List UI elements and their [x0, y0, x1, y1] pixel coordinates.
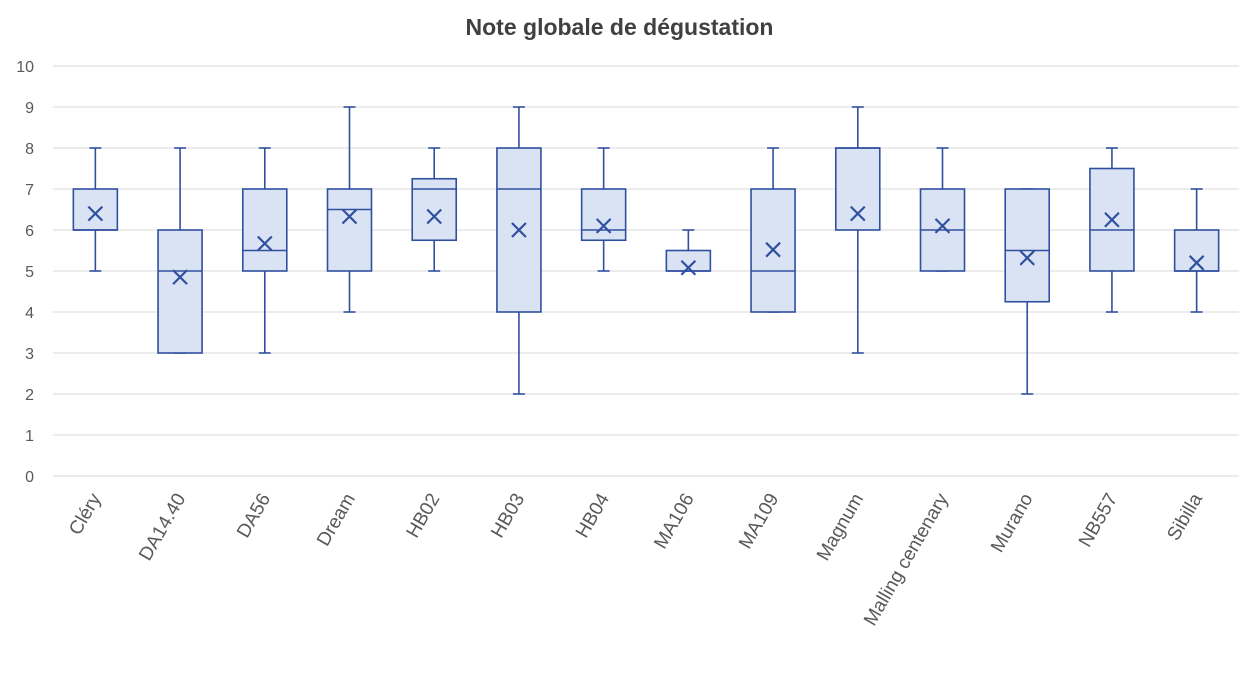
x-tick-label: DA56	[233, 490, 275, 542]
box-ma106	[665, 229, 712, 276]
box-da56	[241, 147, 288, 354]
box-magnum	[834, 106, 881, 354]
y-tick-label: 8	[25, 141, 34, 158]
x-tick-label: HB02	[403, 490, 445, 542]
box-iqr	[241, 188, 288, 272]
x-tick-label: Cléry	[65, 490, 106, 539]
box-iqr	[411, 177, 458, 242]
mean-marker	[341, 208, 358, 225]
box-hb04	[580, 147, 627, 272]
box-murano	[1004, 188, 1051, 395]
box-iqr	[1173, 229, 1220, 272]
box-cl-ry	[72, 147, 119, 272]
mean-marker	[850, 205, 866, 222]
box-iqr	[157, 229, 203, 354]
x-tick-label: HB03	[487, 490, 529, 542]
x-tick-label: HB04	[572, 490, 614, 542]
y-tick-label: 1	[25, 428, 34, 445]
grid-lines	[53, 65, 1239, 477]
boxes	[72, 106, 1220, 395]
box-iqr	[72, 188, 119, 231]
x-tick-label: Dream	[313, 490, 360, 550]
box-ma109	[750, 147, 796, 313]
box-iqr	[1004, 188, 1051, 303]
y-tick-label: 2	[25, 387, 34, 404]
x-tick-label: MA109	[735, 490, 783, 553]
y-tick-label: 4	[25, 305, 34, 322]
x-axis-labels: Cléry DA14.40 DA56 Dream HB02 HB03 HB04 MA106 MA…	[65, 490, 1207, 630]
y-tick-label: 0	[25, 469, 34, 486]
y-tick-label: 9	[25, 100, 34, 117]
box-hb03	[496, 106, 542, 395]
box-dream	[326, 106, 373, 313]
box-malling-centenary	[919, 147, 966, 272]
y-tick-label: 5	[25, 264, 34, 281]
mean-marker	[172, 269, 188, 285]
chart-title: Note globale de dégustation	[465, 14, 774, 40]
y-tick-label: 10	[16, 59, 34, 76]
x-tick-label: Sibilla	[1163, 490, 1207, 545]
mean-marker	[1019, 250, 1035, 266]
box-sibilla	[1173, 188, 1220, 313]
mean-marker	[680, 259, 697, 276]
mean-marker	[511, 222, 527, 238]
y-tick-label: 7	[25, 182, 34, 199]
y-tick-label: 3	[25, 346, 34, 363]
box-da14-40	[157, 147, 203, 354]
box-nb557	[1089, 147, 1135, 313]
x-tick-label: Malling centenary	[860, 490, 953, 630]
box-iqr	[580, 188, 627, 242]
box-iqr	[834, 147, 881, 231]
x-tick-label: Magnum	[813, 490, 868, 565]
y-tick-label: 6	[25, 223, 34, 240]
mean-marker	[426, 208, 442, 225]
mean-marker	[1188, 255, 1205, 271]
box-iqr	[326, 188, 373, 272]
mean-marker	[934, 218, 951, 234]
x-tick-label: NB557	[1075, 490, 1122, 551]
mean-marker	[595, 218, 612, 234]
y-axis-ticks: 0 1 2 3 4 5 6 7 8 9 10	[16, 59, 34, 486]
mean-marker	[1104, 211, 1120, 228]
x-tick-label: Murano	[987, 490, 1037, 556]
mean-marker	[765, 241, 781, 258]
x-tick-label: DA14.40	[135, 490, 190, 565]
x-tick-label: MA106	[650, 490, 698, 553]
mean-marker	[87, 205, 104, 222]
mean-marker	[257, 235, 273, 252]
box-hb02	[411, 147, 458, 272]
